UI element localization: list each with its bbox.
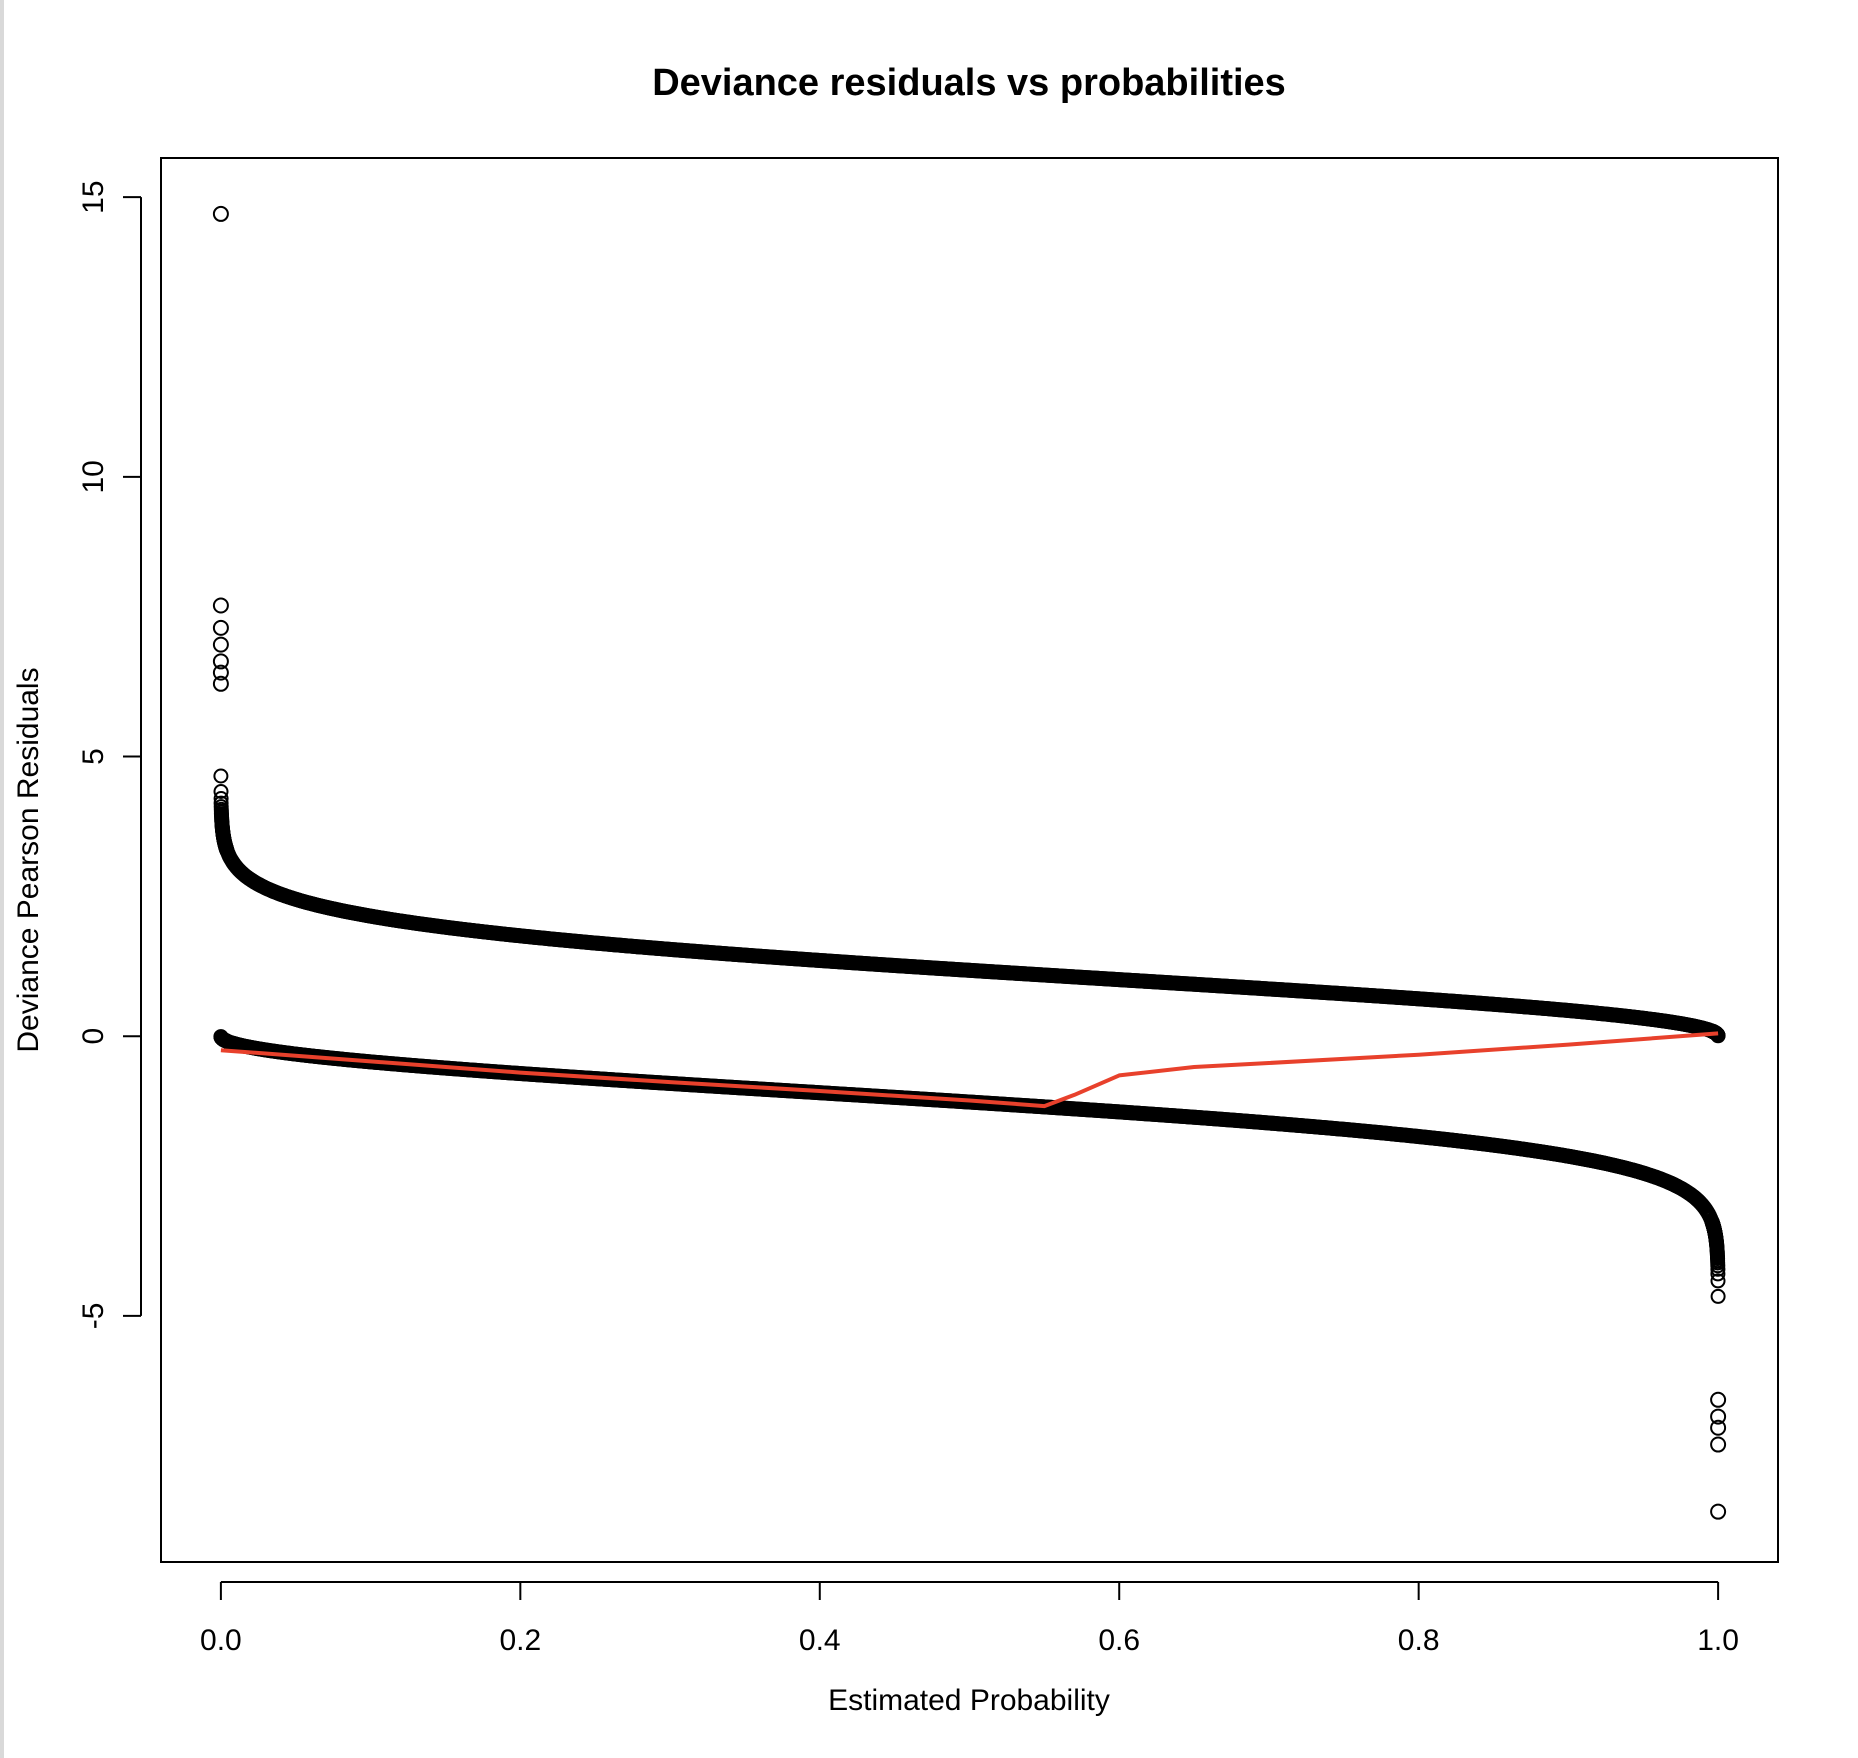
outlier-point — [212, 675, 229, 692]
outlier-point — [1710, 1436, 1727, 1453]
x-tick-label: 1.0 — [1697, 1624, 1739, 1657]
chart-title: Deviance residuals vs probabilities — [652, 62, 1286, 104]
x-axis: 0.0 0.2 0.4 0.6 0.8 1.0 — [200, 1581, 1739, 1657]
outlier-point — [212, 619, 229, 636]
outlier-point — [212, 205, 229, 222]
y-tick-label: 0 — [77, 1028, 110, 1045]
outlier-point — [212, 597, 229, 614]
y-axis: -5 0 5 10 15 — [77, 180, 142, 1330]
data-point — [213, 768, 229, 784]
outlier-point — [1710, 1408, 1727, 1425]
x-tick-label: 0.8 — [1398, 1624, 1440, 1657]
x-tick-label: 0.4 — [799, 1624, 841, 1657]
x-tick-label: 0.6 — [1098, 1624, 1140, 1657]
data-point — [219, 842, 235, 858]
y-tick-label: 10 — [77, 460, 110, 493]
outlier-point — [1710, 1503, 1727, 1520]
data-point — [1710, 1273, 1726, 1289]
y-tick-label: 15 — [77, 180, 110, 213]
data-point — [1710, 1288, 1726, 1304]
y-tick-label: -5 — [77, 1303, 110, 1330]
window-edge — [0, 0, 4, 1758]
outlier-point — [212, 636, 229, 653]
data-point — [1704, 1214, 1720, 1230]
outlier-point — [212, 664, 229, 681]
data-point — [1704, 1023, 1720, 1039]
y-tick-label: 5 — [77, 748, 110, 765]
x-tick-label: 0.0 — [200, 1624, 242, 1657]
x-axis-label: Estimated Probability — [828, 1684, 1110, 1717]
outlier-point — [1710, 1419, 1727, 1436]
smooth-line-layer — [220, 1031, 1719, 1109]
outliers-layer — [212, 205, 1727, 1520]
data-point — [219, 1033, 235, 1049]
x-tick-label: 0.2 — [499, 1624, 541, 1657]
points-layer — [213, 768, 1726, 1304]
outlier-point — [1710, 1391, 1727, 1408]
plot-box — [160, 157, 1779, 1563]
outlier-point — [212, 653, 229, 670]
y-axis-label: Deviance Pearson Residuals — [12, 667, 45, 1052]
smooth-line — [220, 1031, 1719, 1109]
data-point — [213, 784, 229, 799]
